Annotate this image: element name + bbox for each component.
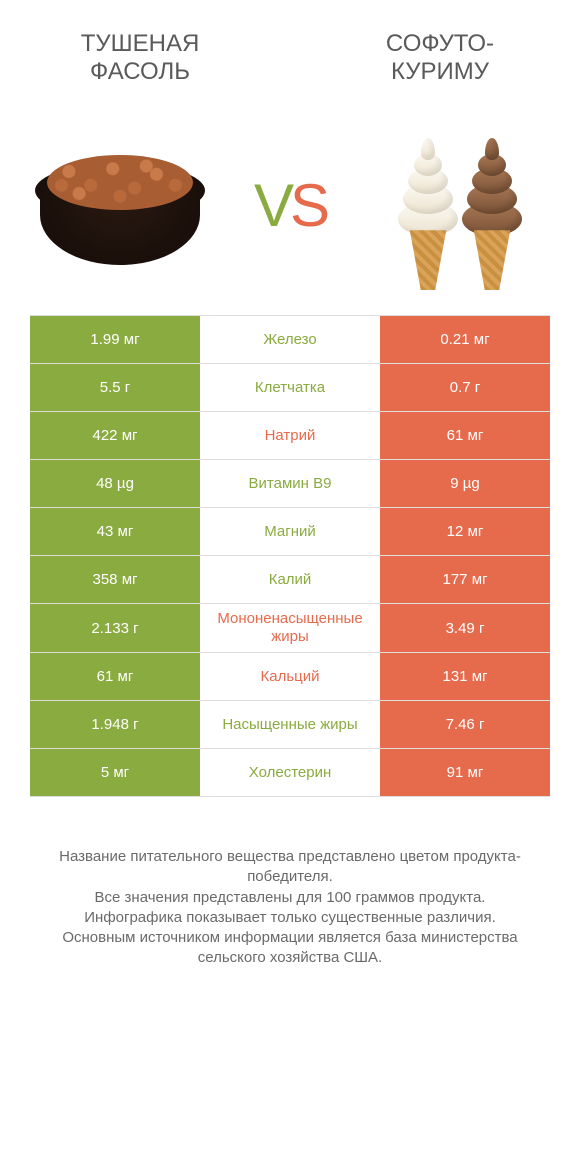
footer-line: Название питательного вещества представл…	[30, 847, 550, 888]
left-value: 5.5 г	[30, 364, 200, 411]
right-value: 12 мг	[380, 508, 550, 555]
table-row: 43 мгМагний12 мг	[30, 508, 550, 556]
right-value: 177 мг	[380, 556, 550, 603]
right-value: 131 мг	[380, 653, 550, 700]
right-product-title: СОФУТО-КУРИМУ	[340, 30, 540, 85]
beans-bowl-icon	[35, 145, 205, 265]
right-value: 0.7 г	[380, 364, 550, 411]
nutrient-name: Кальций	[200, 653, 380, 700]
table-row: 422 мгНатрий61 мг	[30, 412, 550, 460]
nutrient-name: Холестерин	[200, 749, 380, 796]
right-value: 0.21 мг	[380, 316, 550, 363]
table-row: 5 мгХолестерин91 мг	[30, 749, 550, 797]
left-value: 48 µg	[30, 460, 200, 507]
left-value: 61 мг	[30, 653, 200, 700]
nutrient-name: Витамин B9	[200, 460, 380, 507]
left-value: 1.948 г	[30, 701, 200, 748]
table-row: 2.133 гМононенасыщенные жиры3.49 г	[30, 604, 550, 653]
ice-cream-icon	[390, 120, 530, 290]
nutrient-name: Насыщенные жиры	[200, 701, 380, 748]
right-value: 3.49 г	[380, 604, 550, 652]
table-row: 1.99 мгЖелезо0.21 мг	[30, 316, 550, 364]
images-row: VS	[0, 95, 580, 315]
right-product-image	[370, 125, 550, 285]
vs-s: S	[290, 172, 326, 239]
vs-v: V	[254, 172, 290, 239]
left-value: 422 мг	[30, 412, 200, 459]
table-row: 48 µgВитамин B99 µg	[30, 460, 550, 508]
footer-line: Инфографика показывает только существенн…	[30, 908, 550, 928]
left-value: 43 мг	[30, 508, 200, 555]
left-value: 5 мг	[30, 749, 200, 796]
table-row: 61 мгКальций131 мг	[30, 653, 550, 701]
left-product-title: ТУШЕНАЯ ФАСОЛЬ	[40, 30, 240, 85]
nutrient-name: Мононенасыщенные жиры	[200, 604, 380, 652]
nutrient-name: Железо	[200, 316, 380, 363]
left-product-image	[30, 125, 210, 285]
right-value: 9 µg	[380, 460, 550, 507]
right-value: 91 мг	[380, 749, 550, 796]
left-value: 358 мг	[30, 556, 200, 603]
footer-line: Основным источником информации является …	[30, 928, 550, 969]
footer-line: Все значения представлены для 100 граммо…	[30, 888, 550, 908]
nutrient-name: Натрий	[200, 412, 380, 459]
right-value: 61 мг	[380, 412, 550, 459]
table-row: 5.5 гКлетчатка0.7 г	[30, 364, 550, 412]
nutrient-name: Клетчатка	[200, 364, 380, 411]
right-value: 7.46 г	[380, 701, 550, 748]
table-row: 1.948 гНасыщенные жиры7.46 г	[30, 701, 550, 749]
left-value: 1.99 мг	[30, 316, 200, 363]
table-row: 358 мгКалий177 мг	[30, 556, 550, 604]
left-value: 2.133 г	[30, 604, 200, 652]
comparison-table: 1.99 мгЖелезо0.21 мг5.5 гКлетчатка0.7 г4…	[30, 315, 550, 797]
nutrient-name: Калий	[200, 556, 380, 603]
footer-notes: Название питательного вещества представл…	[30, 847, 550, 969]
header: ТУШЕНАЯ ФАСОЛЬ СОФУТО-КУРИМУ	[0, 0, 580, 95]
nutrient-name: Магний	[200, 508, 380, 555]
vs-label: VS	[254, 171, 326, 240]
